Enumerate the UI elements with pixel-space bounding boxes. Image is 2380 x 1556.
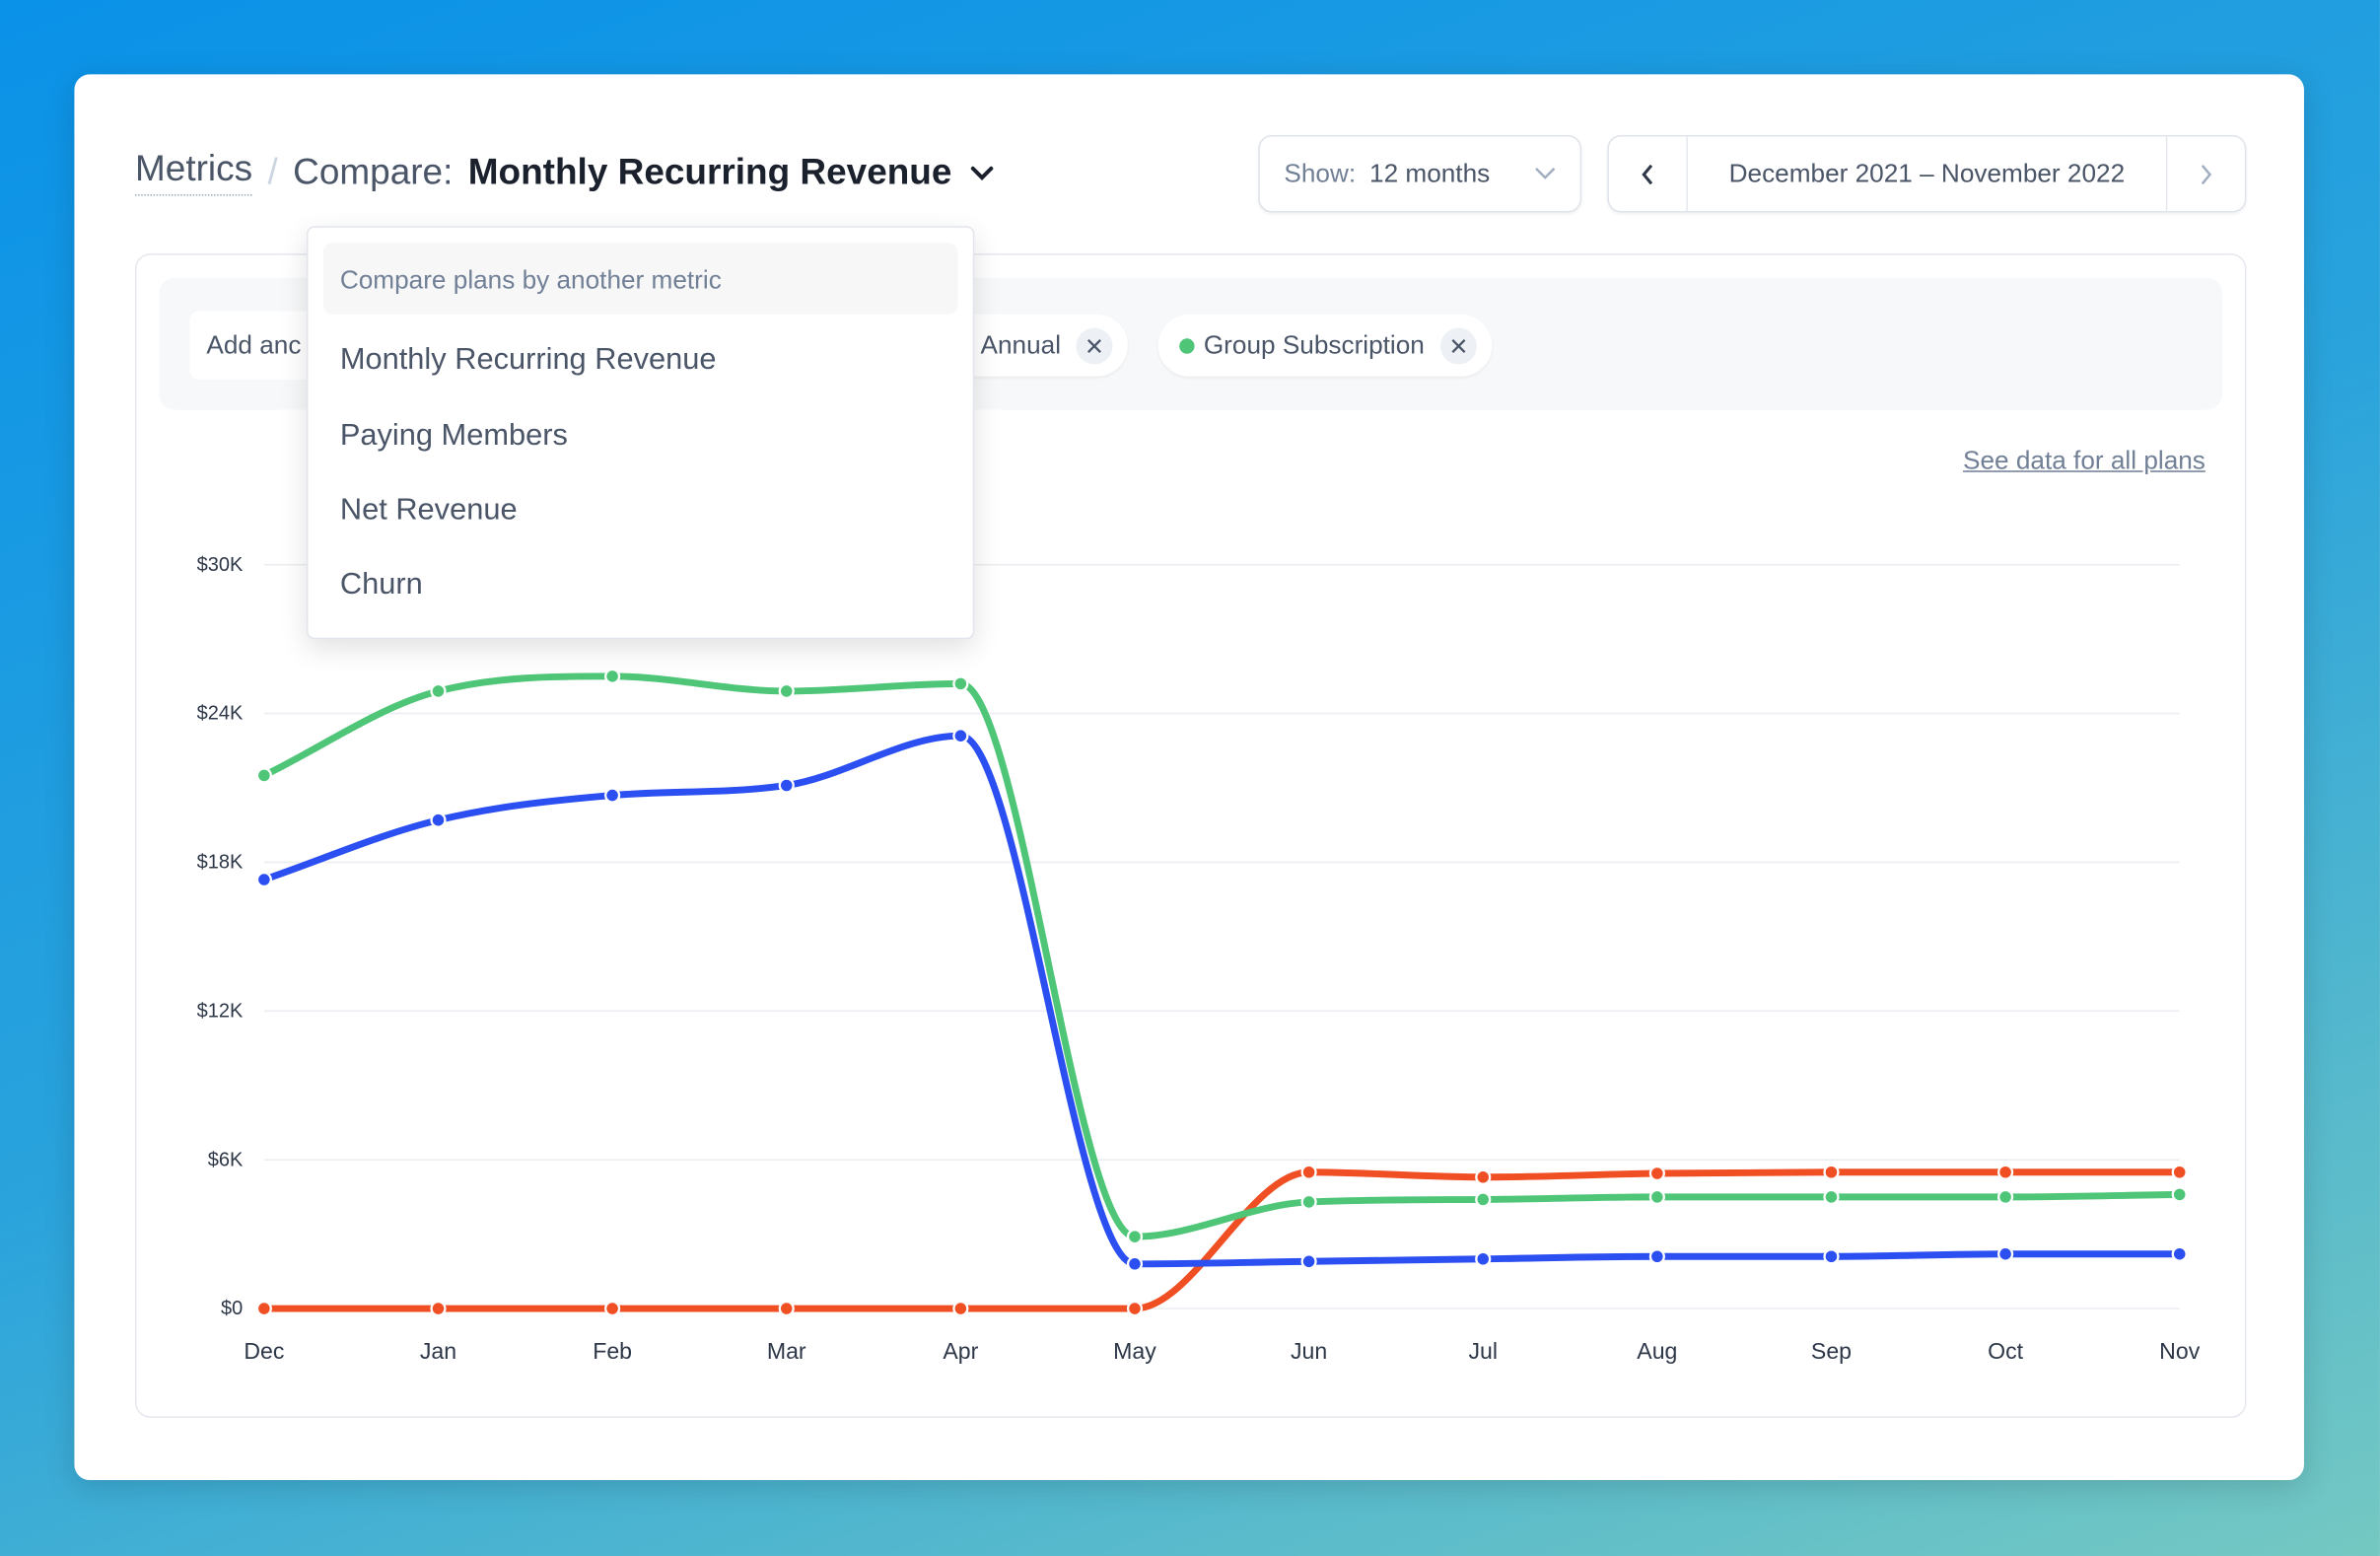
y-tick-label: $30K (197, 554, 244, 576)
compare-label: Compare: (293, 151, 454, 192)
show-value: 12 months (1369, 158, 1491, 188)
x-tick-label: Aug (1637, 1338, 1677, 1364)
chevron-down-icon (1535, 168, 1556, 179)
data-point (952, 1300, 969, 1317)
data-point (430, 812, 447, 828)
chevron-left-icon (1642, 164, 1653, 184)
date-range-picker: December 2021 – November 2022 (1607, 135, 2247, 213)
plan-chip-label: Annual (980, 329, 1062, 360)
data-point (952, 728, 969, 744)
data-point (604, 1300, 621, 1317)
x-tick-label: Apr (943, 1338, 978, 1364)
close-icon (1450, 338, 1465, 353)
x-tick-label: Nov (2159, 1338, 2201, 1364)
show-label: Show: (1284, 158, 1357, 188)
y-tick-label: $18K (197, 852, 244, 874)
data-point (1997, 1245, 2014, 1262)
data-point (255, 1300, 272, 1317)
plan-color-dot (1179, 337, 1195, 353)
show-period-select[interactable]: Show: 12 months (1258, 135, 1582, 213)
menu-item-churn[interactable]: Churn (339, 567, 423, 601)
data-point (1126, 1300, 1144, 1317)
remove-plan-button[interactable] (1439, 326, 1477, 364)
y-tick-label: $24K (197, 703, 244, 725)
data-point (1126, 1229, 1144, 1245)
series-line (260, 672, 2184, 1240)
data-point (1648, 1165, 1665, 1182)
plan-chip-label: Group Subscription (1203, 329, 1425, 360)
data-point (1300, 1193, 1317, 1211)
menu-item-net-revenue[interactable]: Net Revenue (339, 493, 518, 528)
data-point (1997, 1164, 2014, 1180)
breadcrumb: Metrics / Compare: Monthly Recurring Rev… (135, 149, 995, 196)
data-point (1475, 1191, 1492, 1208)
breadcrumb-metrics-link[interactable]: Metrics (135, 149, 253, 196)
data-point (604, 787, 621, 804)
breadcrumb-separator: / (267, 151, 278, 192)
x-tick-label: Jan (420, 1338, 456, 1364)
y-tick-label: $0 (221, 1298, 243, 1319)
data-point (1823, 1188, 1840, 1205)
x-tick-label: Mar (767, 1338, 806, 1364)
data-point (1300, 1164, 1317, 1180)
data-point (604, 668, 621, 684)
data-point (1475, 1250, 1492, 1267)
data-point (430, 1300, 447, 1317)
data-point (255, 871, 272, 888)
data-point (1997, 1188, 2014, 1205)
data-point (2171, 1245, 2188, 1262)
series-line (260, 732, 2184, 1268)
metric-dropdown-menu: Compare plans by another metric Monthly … (306, 226, 975, 640)
data-point (1475, 1168, 1492, 1185)
menu-item-mrr[interactable]: Monthly Recurring Revenue (339, 342, 717, 377)
x-tick-label: Jun (1291, 1338, 1327, 1364)
x-tick-label: Jul (1468, 1338, 1498, 1364)
data-point (1126, 1255, 1144, 1272)
chevron-down-icon[interactable] (970, 165, 995, 180)
data-point (778, 1300, 795, 1317)
menu-item-paying-members[interactable]: Paying Members (339, 418, 568, 453)
data-point (778, 682, 795, 700)
metric-selector[interactable]: Monthly Recurring Revenue (467, 151, 952, 192)
data-point (1300, 1253, 1317, 1270)
x-tick-label: May (1113, 1338, 1156, 1364)
chart-panel (135, 253, 2247, 1418)
data-point (1823, 1164, 1840, 1180)
x-tick-label: Feb (593, 1338, 632, 1364)
see-all-plans-link[interactable]: See data for all plans (1963, 446, 2205, 475)
data-point (1823, 1248, 1840, 1265)
next-period-button[interactable] (2165, 136, 2245, 211)
plan-chip-group-subscription: Group Subscription (1157, 314, 1492, 377)
chevron-right-icon (2201, 164, 2212, 184)
data-point (778, 777, 795, 794)
data-point (255, 767, 272, 784)
previous-period-button[interactable] (1609, 136, 1688, 211)
series-line (260, 1168, 2184, 1312)
x-tick-label: Dec (244, 1338, 284, 1364)
y-tick-label: $12K (197, 1000, 244, 1022)
x-tick-label: Oct (1988, 1338, 2023, 1364)
x-tick-label: Sep (1811, 1338, 1852, 1364)
date-range-text[interactable]: December 2021 – November 2022 (1728, 158, 2126, 188)
data-point (2171, 1164, 2188, 1180)
remove-plan-button[interactable] (1076, 326, 1113, 364)
data-point (2171, 1186, 2188, 1203)
data-point (952, 675, 969, 692)
y-tick-label: $6K (208, 1149, 244, 1170)
close-icon (1086, 338, 1101, 353)
data-point (1648, 1188, 1665, 1205)
data-point (1648, 1248, 1665, 1265)
data-point (430, 682, 447, 700)
dropdown-search-input[interactable]: Compare plans by another metric (322, 243, 958, 315)
